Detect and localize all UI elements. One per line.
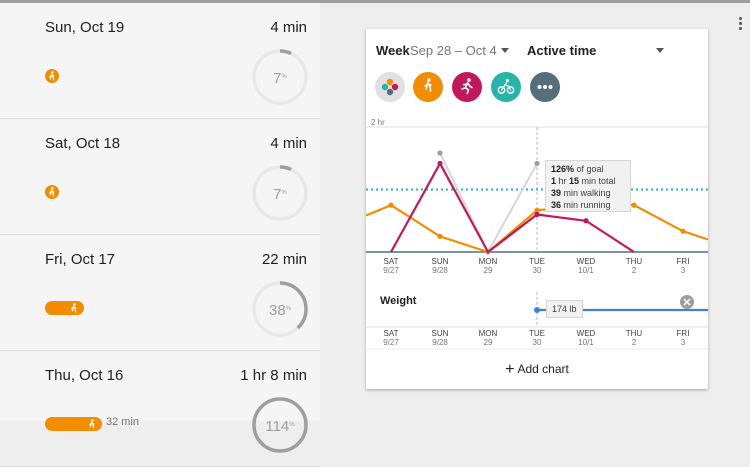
day-card[interactable]: Fri, Oct 17 22 min 38% <box>0 235 320 351</box>
running-point <box>534 211 540 218</box>
biking-icon[interactable] <box>491 72 521 102</box>
day-duration: 1 hr 8 min <box>240 367 307 384</box>
weight-chart-title: Weight <box>380 295 417 307</box>
total-line <box>439 152 538 255</box>
weight-value: 174 lb <box>546 300 583 318</box>
period-selector[interactable]: Week <box>376 43 410 58</box>
day-duration: 4 min <box>270 135 307 152</box>
day-date: Sat, Oct 18 <box>45 135 121 152</box>
x-tick-date-label: 9/28 <box>432 266 448 275</box>
weight-x-tick-date-label: 10/1 <box>578 338 594 347</box>
goal-percent: 38% <box>268 302 292 319</box>
x-tick-date-label: 10/1 <box>578 266 594 275</box>
walking-point <box>534 207 540 213</box>
goal-ring <box>252 281 308 337</box>
day-list: Sun, Oct 19 4 min 7% Sat, Oct 18 4 min 7… <box>0 3 320 467</box>
day-card[interactable]: Thu, Oct 16 1 hr 8 min 32 min 114% <box>0 351 320 467</box>
top-bar <box>0 0 750 3</box>
weight-point <box>534 307 540 313</box>
chevron-down-icon[interactable] <box>501 48 509 53</box>
x-tick-day-label: THU <box>626 257 643 266</box>
walking-icon <box>45 69 59 83</box>
walking-icon <box>45 185 59 199</box>
walking-point <box>437 233 443 239</box>
x-tick-day-label: TUE <box>529 257 545 266</box>
weight-x-tick-day-label: TUE <box>529 329 545 338</box>
day-card[interactable]: Sat, Oct 18 4 min 7% <box>0 119 320 235</box>
all-activities-icon[interactable] <box>375 72 405 102</box>
walking-bar <box>45 301 84 315</box>
day-duration: 22 min <box>261 251 307 268</box>
tooltip-walking: 39 min walking <box>551 188 611 198</box>
weight-x-tick-date-label: 29 <box>484 338 493 347</box>
walking-icon[interactable] <box>413 72 443 102</box>
walking-bar-label: 32 min <box>106 416 140 428</box>
more-icon[interactable] <box>530 72 560 102</box>
weight-x-tick-date-label: 9/27 <box>383 338 399 347</box>
x-tick-date-label: 9/27 <box>383 266 399 275</box>
x-tick-day-label: SAT <box>384 257 399 266</box>
running-point <box>437 160 443 167</box>
weight-x-tick-day-label: SAT <box>384 329 399 338</box>
plus-icon: + <box>505 361 515 378</box>
total-point <box>534 160 540 167</box>
add-chart-button[interactable]: + Add chart <box>505 361 569 378</box>
x-tick-date-label: 3 <box>681 266 686 275</box>
walking-point <box>631 202 637 208</box>
goal-ring <box>252 165 308 221</box>
x-tick-day-label: FRI <box>677 257 690 266</box>
tooltip-running: 36 min running <box>551 200 611 210</box>
day-date: Sun, Oct 19 <box>45 19 125 36</box>
x-tick-day-label: MON <box>479 257 498 266</box>
weight-x-tick-day-label: THU <box>626 329 643 338</box>
weight-x-tick-day-label: SUN <box>432 329 449 338</box>
walking-point <box>388 202 394 208</box>
running-line <box>390 161 635 254</box>
x-tick-date-label: 2 <box>632 266 637 275</box>
walking-bar <box>45 417 102 431</box>
goal-ring <box>252 49 308 105</box>
running-point <box>583 218 589 224</box>
weight-x-tick-day-label: MON <box>479 329 498 338</box>
x-tick-day-label: WED <box>577 257 596 266</box>
weight-x-tick-date-label: 9/28 <box>432 338 448 347</box>
tooltip-total: 1 hr 15 min total <box>551 176 616 186</box>
chevron-down-icon[interactable] <box>656 48 664 53</box>
weight-x-tick-date-label: 30 <box>533 338 542 347</box>
goal-percent: 7% <box>273 70 287 87</box>
metric-selector[interactable]: Active time <box>527 43 597 58</box>
weight-x-tick-day-label: WED <box>577 329 596 338</box>
walking-icon <box>85 417 99 431</box>
weight-x-tick-date-label: 3 <box>681 338 686 347</box>
weight-x-tick-date-label: 2 <box>632 338 637 347</box>
y-max-label: 2 hr <box>371 118 385 127</box>
total-point <box>437 150 443 156</box>
walking-icon <box>67 301 81 315</box>
overflow-menu-icon[interactable] <box>735 16 745 32</box>
day-date: Thu, Oct 16 <box>45 367 124 384</box>
goal-percent: 7% <box>273 186 287 203</box>
day-date: Fri, Oct 17 <box>45 251 116 268</box>
activity-chart: 2 hrSAT9/27SUN9/28MON29TUE30WED10/1THU2F… <box>366 118 708 350</box>
x-tick-date-label: 30 <box>533 266 542 275</box>
weight-x-tick-day-label: FRI <box>677 329 690 338</box>
x-tick-date-label: 29 <box>484 266 493 275</box>
tooltip-goal: 126% of goal <box>551 164 604 174</box>
date-range[interactable]: Sep 28 – Oct 4 <box>410 43 497 58</box>
walking-point <box>680 228 686 234</box>
goal-percent: 114% <box>265 418 295 435</box>
x-tick-day-label: SUN <box>432 257 449 266</box>
day-duration: 4 min <box>270 19 307 36</box>
close-icon-x <box>683 298 691 306</box>
day-card[interactable]: Sun, Oct 19 4 min 7% <box>0 3 320 119</box>
chart-card: Week Sep 28 – Oct 4 Active time 2 hr SAT 9… <box>366 29 708 389</box>
running-icon[interactable] <box>452 72 482 102</box>
chart-tooltip: 126% of goal 1 hr 15 min total 39 min wa… <box>545 160 631 212</box>
